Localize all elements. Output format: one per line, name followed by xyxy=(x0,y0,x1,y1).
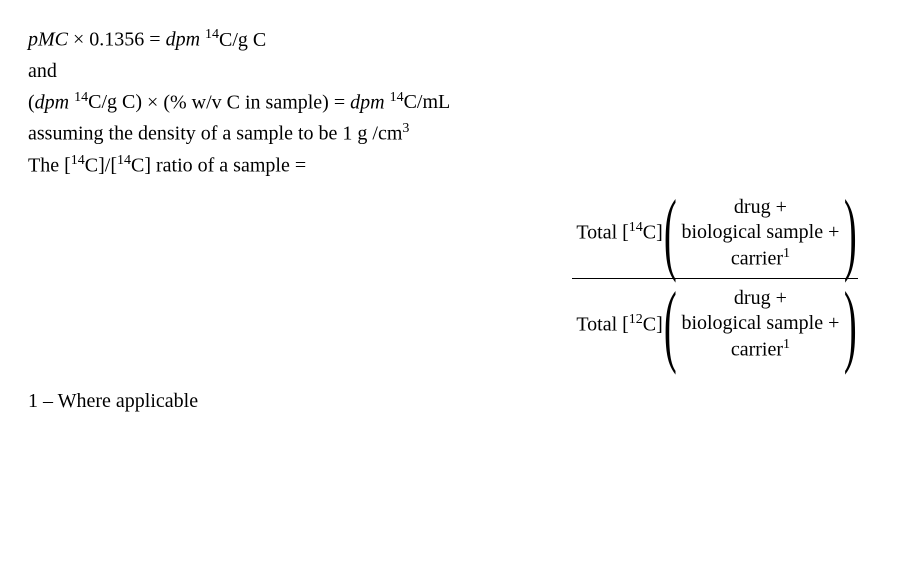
eq: = xyxy=(334,91,345,113)
den-r2: biological sample + xyxy=(681,311,839,336)
den-r1: drug + xyxy=(734,286,787,311)
equation-line-3: (dpm 14C/g C) × (% w/v C in sample) = dp… xyxy=(28,87,872,119)
c14-ml: 14C/mL xyxy=(390,91,451,113)
num-stack: drug + biological sample + carrier1 xyxy=(677,192,843,275)
big-paren-right: ) xyxy=(844,196,857,270)
times: × xyxy=(73,29,84,51)
line-ratio: The [14C]/[14C] ratio of a sample = xyxy=(28,150,872,182)
carrier-sup: 1 xyxy=(783,246,790,261)
carrier-txt: carrier xyxy=(731,247,783,269)
total-txt: Total [ xyxy=(576,313,628,335)
footnote: 1 – Where applicable xyxy=(28,386,872,417)
close-bracket: C] xyxy=(643,222,663,244)
total-txt: Total [ xyxy=(576,222,628,244)
sup-14: 14 xyxy=(205,27,219,42)
sup-3: 3 xyxy=(402,121,409,136)
total-label: Total [14C] xyxy=(576,217,662,249)
dpm-var: dpm xyxy=(35,91,69,113)
denominator: Total [12C] ( drug + biological sample +… xyxy=(572,281,858,368)
cml: C/mL xyxy=(404,91,451,113)
line-assuming: assuming the density of a sample to be 1… xyxy=(28,118,872,150)
cgc: C/g C xyxy=(219,29,266,51)
ratio-b: C]/[ xyxy=(85,155,117,177)
ratio-c: C] ratio of a sample = xyxy=(131,155,306,177)
cgc-close: C/g C) xyxy=(88,91,142,113)
num-r1: drug + xyxy=(734,195,787,220)
big-paren-left: ( xyxy=(664,288,677,362)
dpm-var: dpm xyxy=(350,91,384,113)
eq: = xyxy=(149,29,160,51)
pmc-var: pMC xyxy=(28,29,68,51)
c14-unit: 14C/g C xyxy=(205,29,266,51)
carrier-sup: 1 xyxy=(783,337,790,352)
dpm-var: dpm xyxy=(166,29,200,51)
ratio-a: The [ xyxy=(28,155,71,177)
line-and: and xyxy=(28,56,872,87)
big-paren-left: ( xyxy=(664,196,677,270)
close-bracket: C] xyxy=(643,313,663,335)
sup-14: 14 xyxy=(117,153,131,168)
sup-14: 14 xyxy=(71,153,85,168)
fraction: Total [14C] ( drug + biological sample +… xyxy=(572,190,858,368)
sup-14: 14 xyxy=(74,90,88,105)
num-r2: biological sample + xyxy=(681,220,839,245)
sup-14: 14 xyxy=(629,220,643,235)
const: 0.1356 xyxy=(89,29,144,51)
ratio-fraction: Total [14C] ( drug + biological sample +… xyxy=(28,190,872,368)
den-stack: drug + biological sample + carrier1 xyxy=(677,283,843,366)
numerator: Total [14C] ( drug + biological sample +… xyxy=(572,190,858,277)
sup-12: 12 xyxy=(629,312,643,327)
fraction-bar xyxy=(572,278,858,279)
c14-unit: 14C/g C) xyxy=(74,91,147,113)
carrier-txt: carrier xyxy=(731,339,783,361)
num-r3: carrier1 xyxy=(731,245,790,272)
times: × xyxy=(147,91,158,113)
big-paren-right: ) xyxy=(844,288,857,362)
assume-text: assuming the density of a sample to be 1… xyxy=(28,123,402,145)
open-paren: ( xyxy=(28,91,35,113)
den-r3: carrier1 xyxy=(731,336,790,363)
total-label: Total [12C] xyxy=(576,309,662,341)
equation-line-1: pMC × 0.1356 = dpm 14C/g C xyxy=(28,24,872,56)
wv-part: (% w/v C in sample) xyxy=(163,91,329,113)
sup-14: 14 xyxy=(390,90,404,105)
